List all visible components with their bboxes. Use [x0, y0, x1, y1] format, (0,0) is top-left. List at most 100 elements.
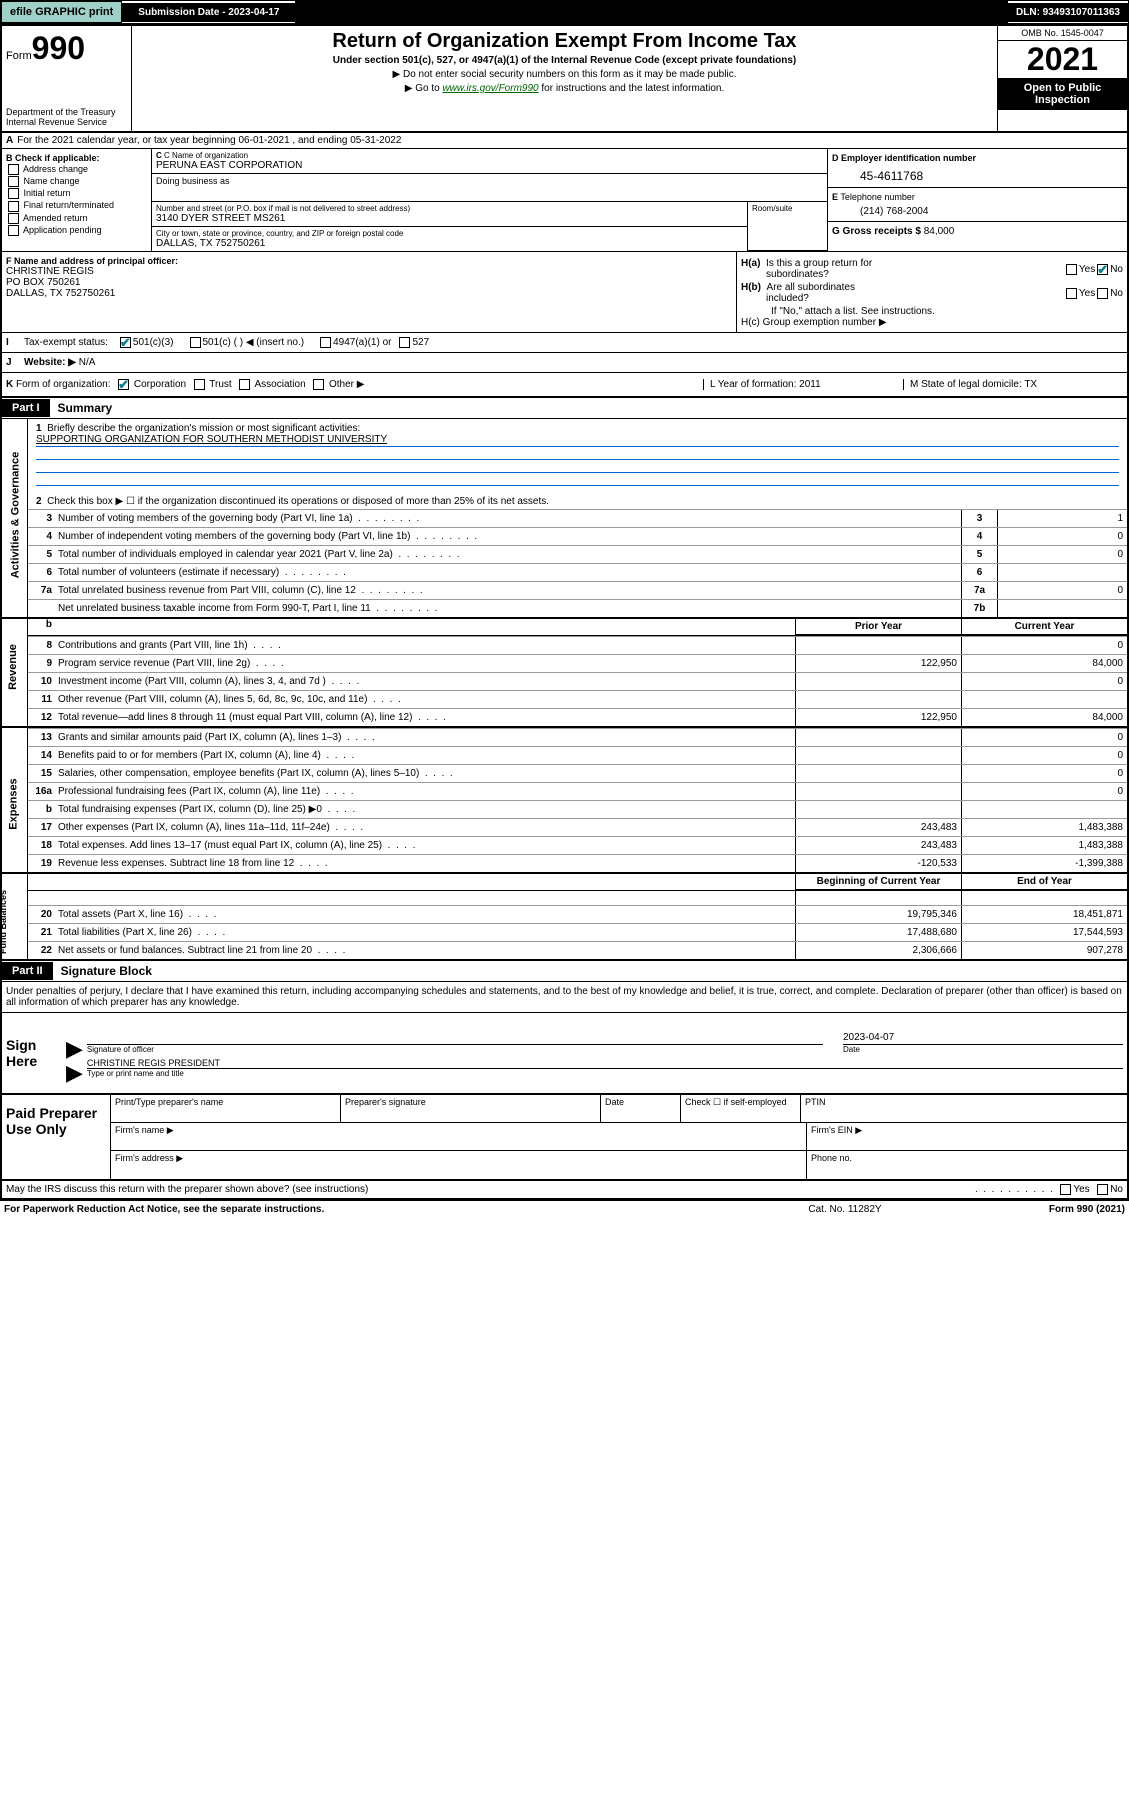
form-subtitle: Under section 501(c), 527, or 4947(a)(1)…: [136, 55, 993, 66]
summary-line-2col: 10Investment income (Part VIII, column (…: [28, 672, 1127, 690]
summary-line: 3Number of voting members of the governi…: [28, 509, 1127, 527]
summary-line: 7aTotal unrelated business revenue from …: [28, 581, 1127, 599]
form-note-ssn: ▶ Do not enter social security numbers o…: [136, 69, 993, 80]
firm-ein-label: Firm's EIN ▶: [807, 1123, 1127, 1150]
side-label-activities: Activities & Governance: [9, 452, 21, 579]
part-2-header: Part II Signature Block: [2, 961, 1127, 982]
summary-line-2col: 19Revenue less expenses. Subtract line 1…: [28, 854, 1127, 872]
officer-name-title: CHRISTINE REGIS PRESIDENT: [87, 1058, 1123, 1068]
firm-name-label: Firm's name ▶: [111, 1123, 807, 1150]
status-527[interactable]: [399, 337, 410, 348]
preparer-date-label: Date: [601, 1095, 681, 1122]
ptin-label: PTIN: [801, 1095, 1127, 1122]
signature-date: 2023-04-07: [843, 1032, 1123, 1043]
section-f-h: F Name and address of principal officer:…: [2, 252, 1127, 333]
summary-line-2col: bTotal fundraising expenses (Part IX, co…: [28, 800, 1127, 818]
side-label-net: Net Assets orFund Balances: [0, 890, 8, 954]
summary-line-2col: 17Other expenses (Part IX, column (A), l…: [28, 818, 1127, 836]
form-header: Form990 Department of the TreasuryIntern…: [2, 26, 1127, 133]
dln: DLN: 93493107011363: [1008, 3, 1128, 22]
officer-addr1: PO BOX 750261: [6, 277, 732, 288]
firm-phone-label: Phone no.: [807, 1151, 1127, 1179]
summary-line-2col: 8Contributions and grants (Part VIII, li…: [28, 636, 1127, 654]
row-a-tax-year: A For the 2021 calendar year, or tax yea…: [2, 133, 1127, 149]
hb-note: If "No," attach a list. See instructions…: [741, 306, 1123, 317]
form-link: ▶ Go to www.irs.gov/Form990 for instruct…: [136, 83, 993, 94]
status-4947[interactable]: [320, 337, 331, 348]
summary-line-2col: 13Grants and similar amounts paid (Part …: [28, 728, 1127, 746]
side-label-revenue: Revenue: [7, 644, 19, 690]
room-suite: Room/suite: [747, 202, 827, 251]
summary-line: 4Number of independent voting members of…: [28, 527, 1127, 545]
hc-group-exemption: H(c) Group exemption number ▶: [741, 317, 1123, 328]
summary-line-2col: 16aProfessional fundraising fees (Part I…: [28, 782, 1127, 800]
form-corporation[interactable]: [118, 379, 129, 390]
self-employed-check[interactable]: Check ☐ if self-employed: [681, 1095, 801, 1122]
section-b-identity: B Check if applicable: Address change Na…: [2, 149, 1127, 252]
check-amended-return[interactable]: Amended return: [6, 213, 147, 224]
ha-yes[interactable]: [1066, 264, 1077, 275]
sign-here-section: Sign Here ▶ Signature of officer 2023-04…: [2, 1013, 1127, 1095]
h-a-group-return: H(a) Is this a group return for subordin…: [741, 258, 1123, 280]
summary-line-2col: 12Total revenue—add lines 8 through 11 (…: [28, 708, 1127, 726]
summary-line-2col: 18Total expenses. Add lines 13–17 (must …: [28, 836, 1127, 854]
hdr-current-year: Current Year: [961, 619, 1127, 635]
department: Department of the TreasuryInternal Reven…: [6, 107, 127, 127]
ha-no[interactable]: [1097, 264, 1108, 275]
part-1-header: Part I Summary: [2, 398, 1127, 419]
summary-line: 5Total number of individuals employed in…: [28, 545, 1127, 563]
efile-button[interactable]: efile GRAPHIC print: [1, 1, 122, 23]
summary-line-2col: 9Program service revenue (Part VIII, lin…: [28, 654, 1127, 672]
paid-preparer-section: Paid Preparer Use Only Print/Type prepar…: [2, 1095, 1127, 1181]
hb-no[interactable]: [1097, 288, 1108, 299]
row-j-website: J Website: ▶ N/A: [2, 353, 1127, 373]
summary-line-2col: 22Net assets or fund balances. Subtract …: [28, 941, 1127, 959]
ein-row: D Employer identification number 45-4611…: [828, 149, 1127, 188]
mission-box: 1 Briefly describe the organization's mi…: [28, 419, 1127, 490]
summary-line-2col: 20Total assets (Part X, line 16) . . . .…: [28, 905, 1127, 923]
check-final-return[interactable]: Final return/terminated: [6, 200, 147, 211]
hdr-beginning: Beginning of Current Year: [795, 874, 961, 890]
top-bar: efile GRAPHIC print Submission Date - 20…: [0, 0, 1129, 24]
hdr-end: End of Year: [961, 874, 1127, 890]
street-address: Number and street (or P.O. box if mail i…: [152, 202, 747, 227]
form-trust[interactable]: [194, 379, 205, 390]
penalty-declaration: Under penalties of perjury, I declare th…: [2, 982, 1127, 1013]
discuss-yes[interactable]: [1060, 1184, 1071, 1195]
summary-line-2col: 21Total liabilities (Part X, line 26) . …: [28, 923, 1127, 941]
ein-value: 45-4611768: [860, 169, 1123, 183]
phone-value: (214) 768-2004: [860, 206, 1123, 217]
status-501c[interactable]: [190, 337, 201, 348]
org-name: PERUNA EAST CORPORATION: [156, 160, 823, 171]
hb-yes[interactable]: [1066, 288, 1077, 299]
part-1-body: Activities & Governance 1 Briefly descri…: [2, 419, 1127, 961]
signature-arrow-icon: ▶: [66, 1044, 83, 1054]
open-to-public: Open to Public Inspection: [998, 78, 1127, 110]
form-title: Return of Organization Exempt From Incom…: [136, 30, 993, 53]
principal-officer-label: F Name and address of principal officer:: [6, 256, 732, 266]
city-state-zip: City or town, state or province, country…: [152, 227, 747, 251]
form-association[interactable]: [239, 379, 250, 390]
officer-name: CHRISTINE REGIS: [6, 266, 732, 277]
signature-officer-label: Signature of officer: [87, 1045, 823, 1054]
year-formation: L Year of formation: 2011: [703, 379, 903, 390]
officer-addr2: DALLAS, TX 752750261: [6, 288, 732, 299]
row-i-tax-status: I Tax-exempt status: 501(c)(3) 501(c) ( …: [2, 333, 1127, 353]
check-initial-return[interactable]: Initial return: [6, 188, 147, 199]
check-name-change[interactable]: Name change: [6, 176, 147, 187]
status-501c3[interactable]: [120, 337, 131, 348]
firm-address-label: Firm's address ▶: [111, 1151, 807, 1179]
gross-receipts-row: G Gross receipts $ 84,000: [828, 222, 1127, 241]
preparer-sig-label: Preparer's signature: [341, 1095, 601, 1122]
form-number: Form990: [6, 30, 127, 67]
check-address-change[interactable]: Address change: [6, 164, 147, 175]
discuss-no[interactable]: [1097, 1184, 1108, 1195]
row-k-form-org: K Form of organization: Corporation Trus…: [2, 373, 1127, 398]
irs-link[interactable]: www.irs.gov/Form990: [442, 83, 538, 94]
check-application-pending[interactable]: Application pending: [6, 225, 147, 236]
summary-line-2col: 15Salaries, other compensation, employee…: [28, 764, 1127, 782]
form-other[interactable]: [313, 379, 324, 390]
telephone-row: E Telephone number (214) 768-2004: [828, 188, 1127, 222]
side-label-expenses: Expenses: [8, 778, 20, 829]
summary-line-2col: 11Other revenue (Part VIII, column (A), …: [28, 690, 1127, 708]
